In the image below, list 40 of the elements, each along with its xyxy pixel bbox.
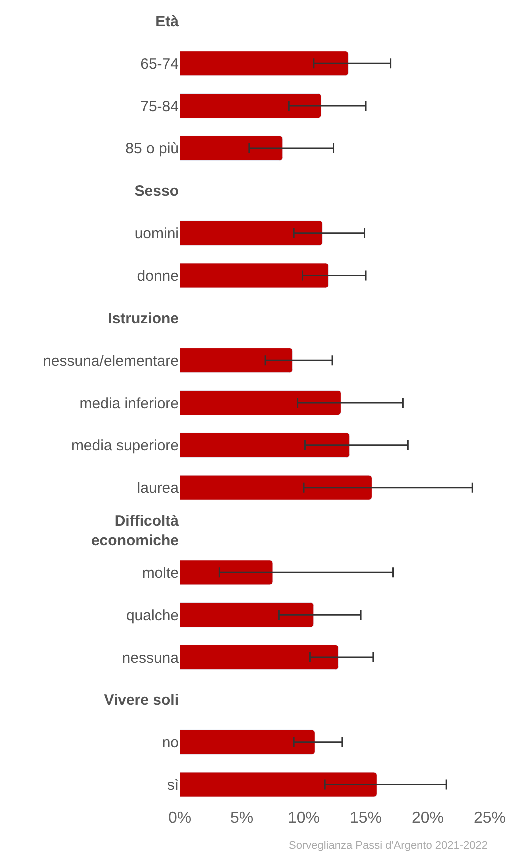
y-tick-label: Istruzione xyxy=(108,310,179,328)
bar xyxy=(180,730,316,755)
y-tick-label: Difficoltà economiche xyxy=(91,512,180,550)
bar xyxy=(180,432,350,458)
y-tick-label: laurea xyxy=(137,480,180,498)
y-tick-label: nessuna xyxy=(122,650,180,667)
y-tick-label: uomini xyxy=(134,226,179,243)
y-tick-label: molte xyxy=(142,564,179,582)
y-tick-label: donne xyxy=(137,268,179,285)
bar xyxy=(180,263,330,288)
y-tick-label: media superiore xyxy=(71,438,179,455)
y-tick-label: qualche xyxy=(126,607,179,624)
bar xyxy=(180,51,349,76)
x-tick-label: 10% xyxy=(288,810,320,827)
bar xyxy=(180,220,323,246)
bar xyxy=(180,390,342,416)
bar xyxy=(180,94,322,119)
y-tick-label: Sesso xyxy=(134,183,179,200)
bar xyxy=(180,348,294,374)
text: Sorveglianza Passi d'Argento 2021-2022 xyxy=(289,840,488,852)
y-tick-label: media inferiore xyxy=(80,395,179,412)
y-tick-label: Età xyxy=(156,13,180,30)
x-tick-label: 5% xyxy=(230,810,254,827)
bar xyxy=(180,644,339,670)
bar xyxy=(180,475,372,500)
y-tick-label: 65-74 xyxy=(140,56,179,73)
y-tick-label: no xyxy=(162,734,179,752)
x-tick-label: 20% xyxy=(412,810,444,827)
y-tick-label: 75-84 xyxy=(140,98,179,116)
bar xyxy=(180,560,274,586)
x-tick-label: 0% xyxy=(168,810,192,827)
y-tick-label: nessuna/elementare xyxy=(43,352,179,370)
x-tick-label: 25% xyxy=(474,810,506,827)
x-tick-label: 15% xyxy=(350,810,382,827)
bar xyxy=(180,772,378,798)
bar xyxy=(180,136,284,162)
y-tick-label: 85 o più xyxy=(126,140,179,158)
bar xyxy=(180,602,314,628)
y-tick-label: sì xyxy=(167,777,179,794)
y-tick-label: Vivere soli xyxy=(104,692,179,710)
